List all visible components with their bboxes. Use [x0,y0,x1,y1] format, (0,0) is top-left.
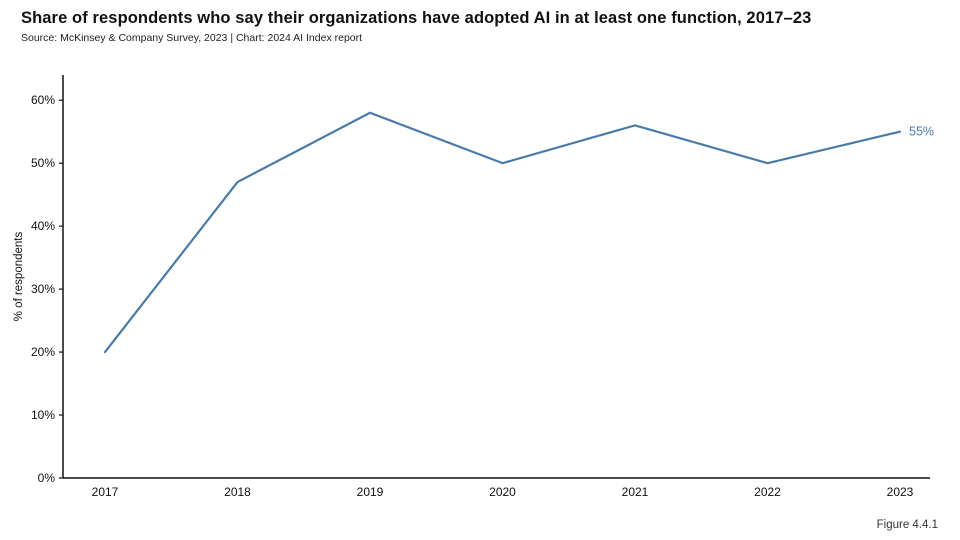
data-line [103,111,902,354]
y-tick-label: 0% [38,471,56,485]
x-tick-label: 2019 [357,485,384,499]
figure-number-label: Figure 4.4.1 [876,519,938,531]
y-tick-label: 60% [31,93,55,107]
chart-title: Share of respondents who say their organ… [21,9,812,27]
chart-header: Share of respondents who say their organ… [21,9,940,44]
x-tick-label: 2022 [754,485,781,499]
y-tick-label: 40% [31,219,55,233]
x-tick-label: 2018 [224,485,251,499]
end-value-label: 55% [909,125,934,139]
chart-area: 0% 10% 20% 30% 40% 50% 60% 2017 2018 2019 2020 2021… [0,55,960,515]
line-chart-svg: 0% 10% 20% 30% 40% 50% 60% 2017 2018 2019 2020 2021… [13,75,934,499]
y-tick-label: 50% [31,156,55,170]
x-tick-label: 2021 [622,485,649,499]
x-tick-label: 2023 [887,485,914,499]
y-tick-label: 30% [31,282,55,296]
x-tick-label: 2017 [92,485,119,499]
chart-source-line: Source: McKinsey & Company Survey, 2023 … [21,32,363,44]
y-tick-label: 10% [31,408,55,422]
y-tick-label: 20% [31,345,55,359]
y-axis-title: % of respondents [13,232,25,322]
x-tick-label: 2020 [489,485,516,499]
